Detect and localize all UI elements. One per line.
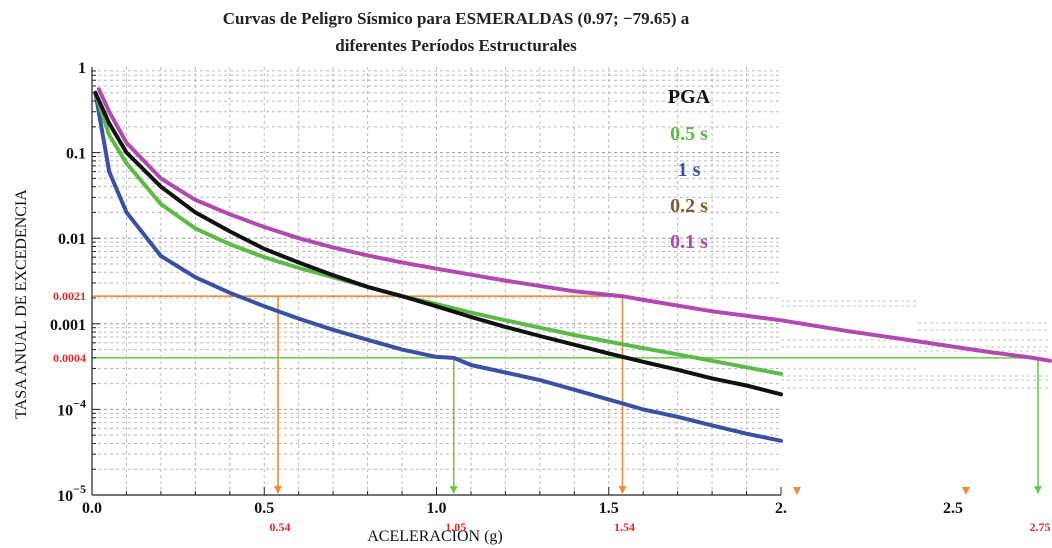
legend-entry: 0.2 s [670,195,708,217]
x-tick-label: 0.5 [254,500,274,517]
extended-grid [781,300,1048,389]
x-tick-label: 0.0 [82,500,102,517]
reference-x-label: 1.05 [445,520,466,534]
arrow-head [449,486,458,494]
x-tick-label: 2.5 [943,500,963,517]
y-tick-label: 0.1 [66,146,86,163]
tick-labels: 1 0.1 0.01 0.001 10−4 10−50.0 0.5 1.0 1.5 2. 2.5 [50,60,963,517]
reference-x-label: 1.54 [614,520,635,534]
y-tick-label: 0.001 [50,317,86,334]
legend-entry: 0.1 s [670,231,708,253]
x-tick-label: 2. [775,500,787,517]
reference-lines: 0.0021 0.54 1.54 0.0004 1.05 2.75 [53,289,1051,534]
series-line-1-s [93,90,783,443]
legend-entry: PGA [668,86,711,108]
x-tick-label: 1.0 [427,500,447,517]
legend-entry: 1 s [678,159,701,181]
series-line-pga [93,90,783,397]
arrow-head [962,487,970,495]
reference-y-label: 0.0004 [53,351,86,365]
y-tick-label: 10−5 [57,482,86,505]
arrow-head [618,486,627,494]
data-series [93,87,1052,443]
chart-title-line1: Curvas de Peligro Sísmico para ESMERALDA… [223,9,690,28]
y-tick-label: 0.01 [58,231,86,248]
legend-entry: 0.5 s [670,123,708,145]
legend: PGA 0.5 s 1 s 0.2 s 0.1 s [668,86,711,253]
y-tick-label: 10−4 [57,396,86,419]
x-axis-label: ACELERACION (g) [367,528,503,545]
x-tick-label: 1.5 [599,500,619,517]
arrow-head [274,486,283,494]
series-line-0-1-s [96,87,1052,363]
y-axis-label: TASA ANUAL DE EXCEDENCIA [13,189,30,419]
chart-title-line2: diferentes Períodos Estructurales [335,36,577,55]
reference-y-label: 0.0021 [53,289,86,303]
reference-x-label: 2.75 [1030,520,1051,534]
arrow-head [793,487,801,495]
arrow-head [1034,486,1042,494]
y-tick-label: 1 [78,60,86,77]
axes [91,67,782,496]
reference-x-label: 0.54 [270,520,291,534]
